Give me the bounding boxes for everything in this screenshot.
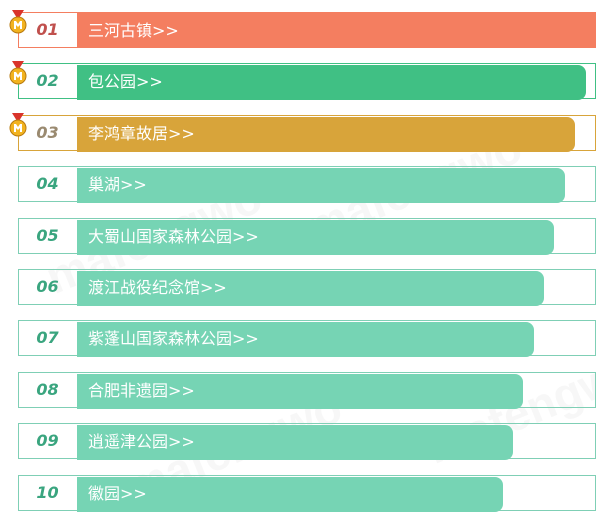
rank-number: 05 (36, 226, 59, 245)
rank-number: 01 (36, 20, 59, 39)
rank-bar (77, 168, 565, 203)
attraction-link[interactable]: 大蜀山国家森林公园>> (88, 227, 259, 246)
rank-bar (77, 65, 586, 100)
ranking-row[interactable]: 05 大蜀山国家森林公园>> (18, 218, 596, 255)
attraction-link[interactable]: 李鸿章故居>> (88, 124, 195, 143)
attraction-link[interactable]: 逍遥津公园>> (88, 432, 195, 451)
attraction-link[interactable]: 合肥非遗园>> (88, 381, 195, 400)
rank-bar (77, 117, 575, 152)
medal-icon (9, 10, 27, 34)
rank-bar (77, 374, 523, 409)
ranking-row[interactable]: 07 紫蓬山国家森林公园>> (18, 320, 596, 357)
ranking-row[interactable]: 01 三河古镇>> (9, 10, 596, 48)
attraction-link[interactable]: 巢湖>> (88, 175, 147, 194)
ranking-row[interactable]: 02 包公园>> (9, 61, 596, 100)
rank-bar (77, 322, 534, 357)
rank-number: 06 (36, 277, 59, 296)
rank-number: 10 (36, 483, 59, 502)
ranking-row[interactable]: 06 渡江战役纪念馆>> (18, 269, 596, 306)
ranking-row[interactable]: 04 巢湖>> (18, 166, 596, 203)
attraction-link[interactable]: 包公园>> (88, 72, 163, 91)
attraction-link[interactable]: 徽园>> (88, 484, 147, 503)
attraction-link[interactable]: 渡江战役纪念馆>> (88, 278, 227, 297)
medal-icon (9, 113, 27, 137)
medal-icon (9, 61, 27, 85)
rank-number: 03 (36, 123, 59, 142)
rank-number: 07 (36, 328, 59, 347)
rank-number: 08 (36, 380, 59, 399)
ranking-row[interactable]: 09 逍遥津公园>> (18, 423, 596, 460)
rank-bar (77, 271, 544, 306)
rank-bar (77, 477, 503, 512)
ranking-row[interactable]: 03 李鸿章故居>> (9, 113, 596, 152)
rank-bar (77, 12, 596, 48)
ranking-row[interactable]: 10 徽园>> (18, 475, 596, 512)
rank-number: 09 (36, 431, 59, 450)
rank-number: 04 (36, 174, 59, 193)
attraction-link[interactable]: 三河古镇>> (88, 21, 179, 40)
rank-bar (77, 220, 554, 255)
rank-bar (77, 425, 513, 460)
rank-number: 02 (36, 71, 59, 90)
attraction-link[interactable]: 紫蓬山国家森林公园>> (88, 329, 259, 348)
ranking-row[interactable]: 08 合肥非遗园>> (18, 372, 596, 409)
